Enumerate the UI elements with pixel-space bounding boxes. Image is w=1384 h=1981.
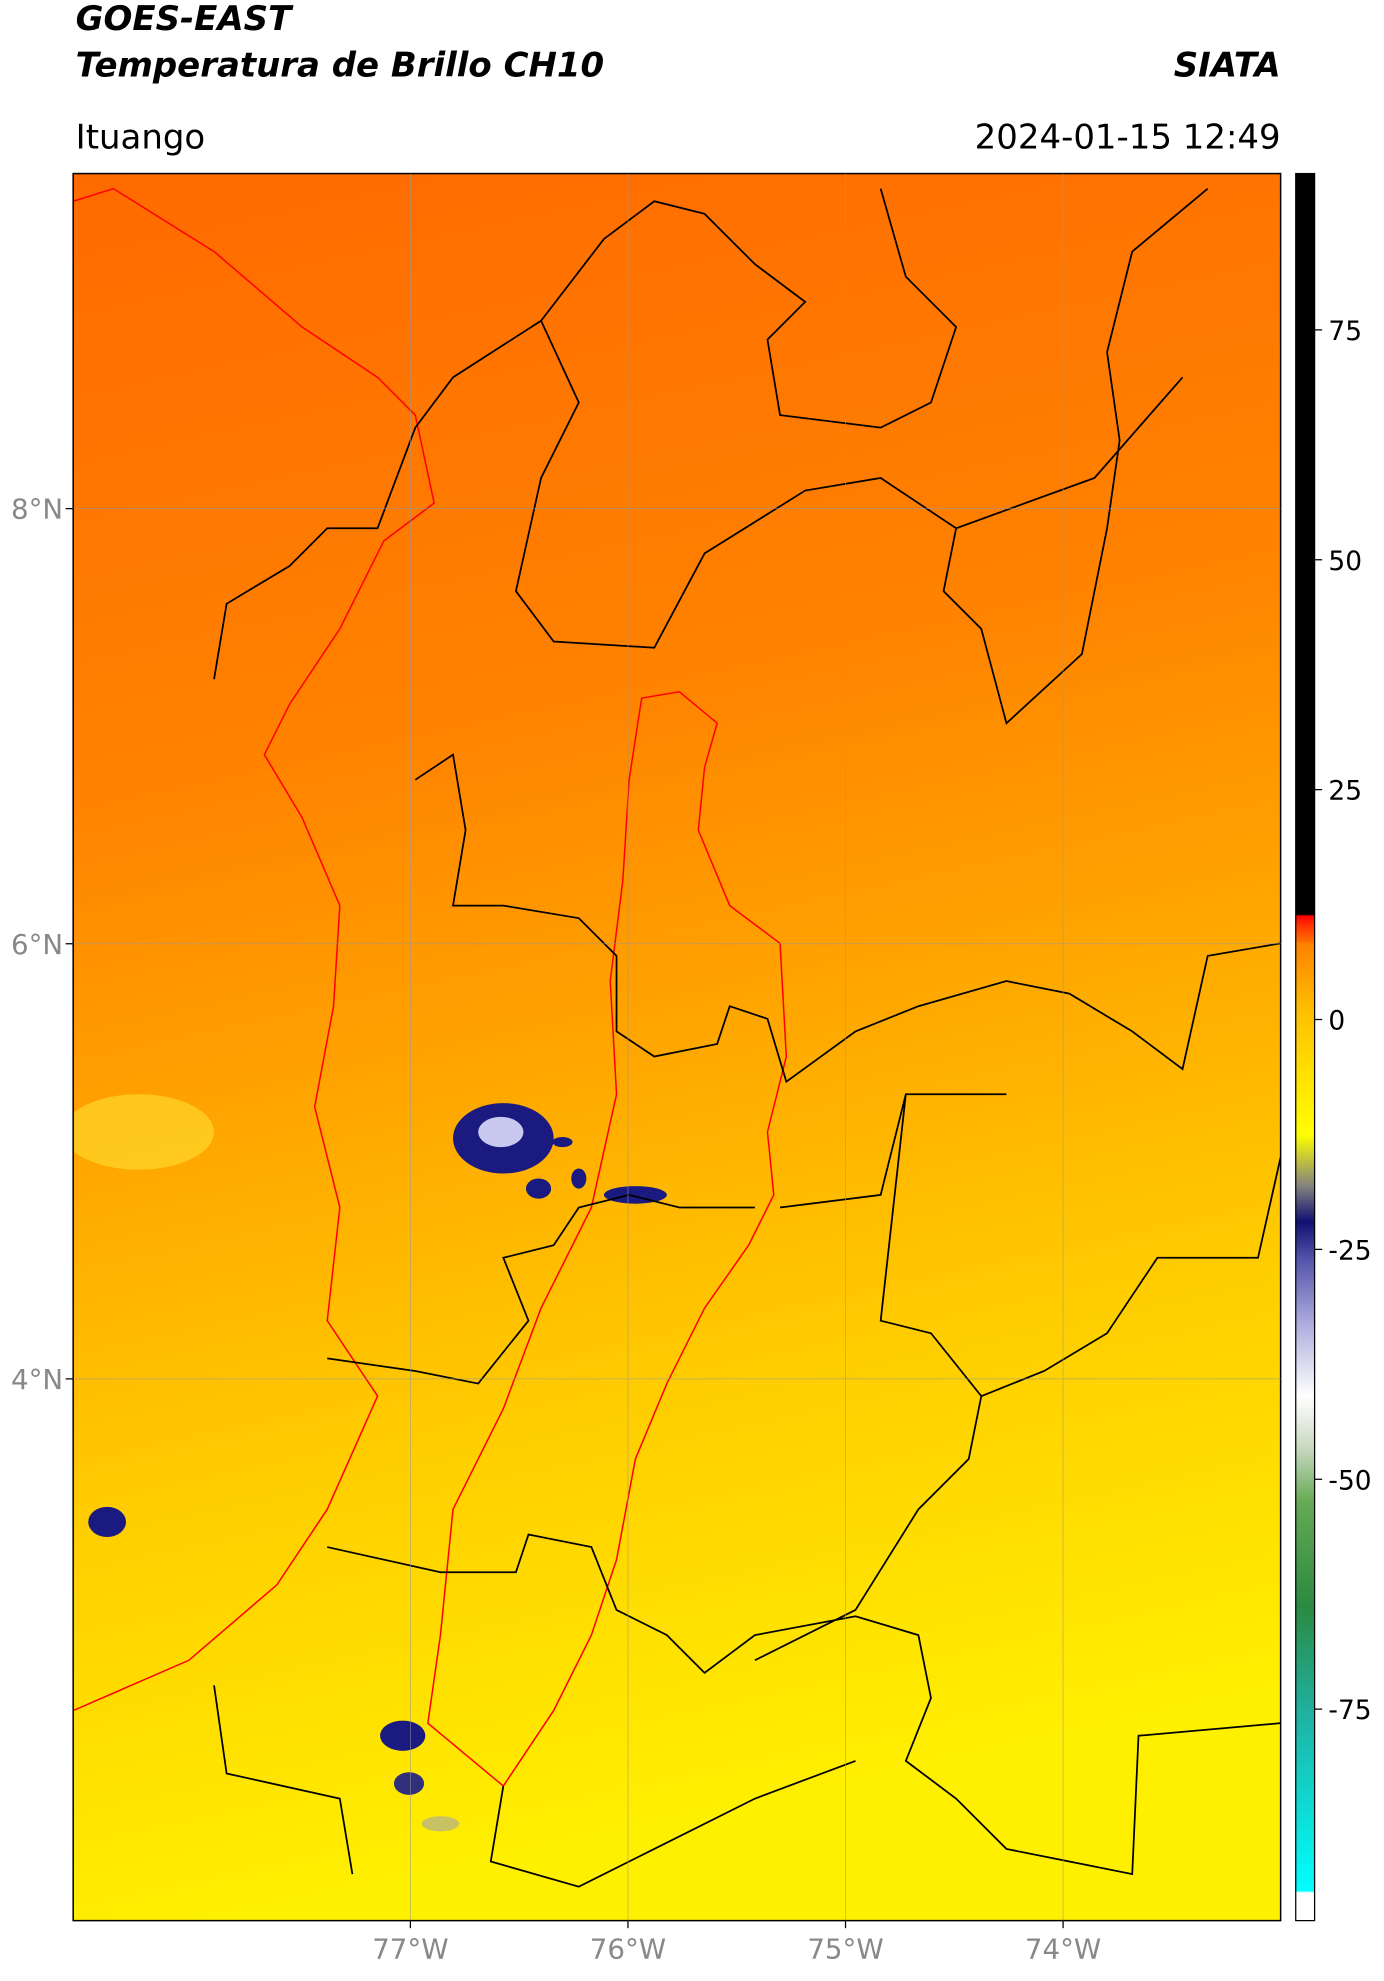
colorbar-tick-label: 50 xyxy=(1328,546,1362,577)
datetime: 2024-01-15 12:49 xyxy=(975,117,1281,157)
colorbar-tick-label: 75 xyxy=(1328,316,1362,347)
colorbar-tick-label: 25 xyxy=(1328,776,1362,807)
y-tick-label: 8°N xyxy=(11,493,63,526)
colorbar xyxy=(1295,172,1316,1922)
title-line-2: Temperatura de Brillo CH10 xyxy=(76,46,604,86)
colorbar-tick-label: -50 xyxy=(1328,1465,1371,1496)
y-tick-label: 4°N xyxy=(11,1363,63,1396)
x-tick-label: 76°W xyxy=(590,1932,666,1965)
map-frame xyxy=(72,172,1282,1922)
x-tick-label: 75°W xyxy=(807,1932,883,1965)
map-image xyxy=(73,173,1281,1921)
title-line-1: GOES-EAST xyxy=(76,0,294,39)
colorbar-tick-label: -25 xyxy=(1328,1235,1371,1266)
organization: SIATA xyxy=(1174,46,1281,86)
y-tick-label: 6°N xyxy=(11,928,63,961)
location: Ituango xyxy=(76,117,206,157)
colorbar-tick-label: -75 xyxy=(1328,1695,1371,1726)
colorbar-tick-label: 0 xyxy=(1328,1006,1345,1037)
x-tick-label: 77°W xyxy=(372,1932,448,1965)
x-tick-label: 74°W xyxy=(1025,1932,1101,1965)
